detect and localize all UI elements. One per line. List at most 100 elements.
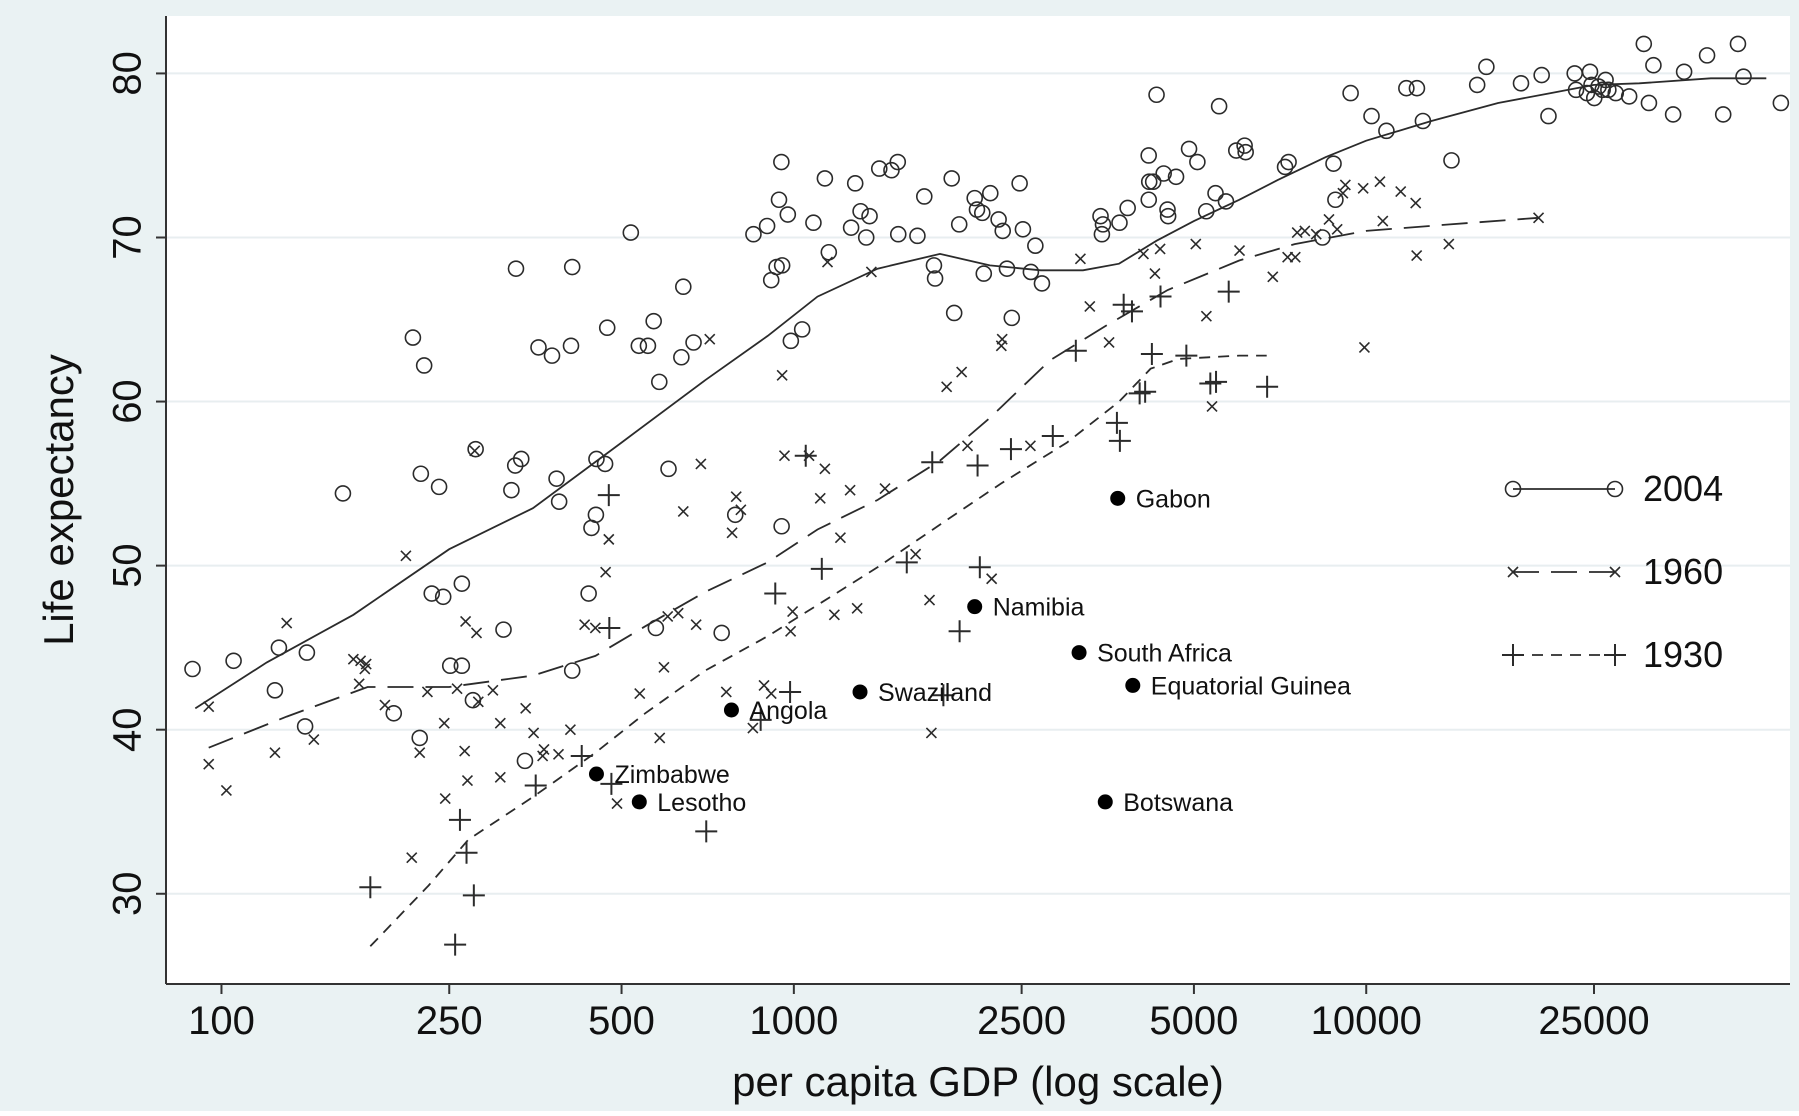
legend-marker-1960-end	[1609, 566, 1621, 578]
point-2004-1	[225, 652, 242, 670]
x-axis-ticks: 100 250 500 1000 2500 5000 10000 25000	[188, 984, 1650, 1043]
point-1960-107	[1532, 212, 1545, 224]
point-2004-42	[645, 312, 662, 330]
point-1960-24	[472, 696, 484, 708]
point-2004-11	[415, 357, 433, 374]
point-2004-39	[622, 224, 640, 241]
annotation-label-lesotho: Lesotho	[657, 789, 746, 817]
point-1960-23	[469, 445, 481, 457]
annotation-label-zimbabwe: Zimbabwe	[614, 761, 729, 789]
point-1960-84	[1154, 243, 1166, 255]
point-1930-12	[764, 582, 787, 605]
point-1930-28	[1120, 300, 1143, 323]
y-tick-label-80: 80	[106, 51, 150, 96]
point-2004-59	[779, 206, 797, 223]
point-1930-34	[1199, 372, 1222, 395]
point-2004-94	[1033, 275, 1051, 292]
point-2004-72	[889, 153, 907, 171]
point-1960-75	[986, 573, 998, 585]
series-1930-points	[359, 280, 1279, 956]
point-2004-96	[1093, 225, 1111, 243]
point-1960-8	[355, 655, 367, 667]
point-2004-103	[1144, 173, 1162, 191]
point-2004-130	[1468, 76, 1486, 94]
y-axis-ticks: 30 40 50 60 70 80	[106, 51, 166, 916]
point-1930-0	[359, 876, 382, 899]
point-1960-41	[658, 661, 670, 673]
point-1930-13	[779, 680, 802, 703]
annotation-point-namibia	[967, 599, 983, 615]
point-2004-109	[1180, 140, 1198, 158]
point-2004-46	[673, 348, 690, 366]
point-1960-79	[1074, 253, 1086, 265]
point-2004-47	[674, 278, 692, 296]
point-2004-52	[758, 217, 776, 235]
point-2004-132	[1512, 74, 1530, 92]
point-2004-149	[1645, 56, 1662, 74]
annotation-label-equatorial-guinea: Equatorial Guinea	[1151, 672, 1351, 700]
point-2004-113	[1210, 97, 1228, 115]
point-1960-39	[634, 688, 646, 700]
point-2004-99	[1119, 199, 1136, 217]
point-1930-5	[524, 774, 547, 797]
point-2004-3	[270, 639, 288, 656]
point-2004-60	[782, 332, 800, 350]
point-2004-152	[1698, 47, 1716, 64]
country-annotations: Gabon Namibia South Africa Equatorial Guine…	[588, 485, 1351, 817]
legend-marker-1960-start	[1507, 566, 1519, 578]
point-1960-55	[776, 369, 788, 381]
point-1930-1	[444, 933, 467, 956]
point-2004-75	[915, 188, 933, 205]
point-2004-74	[909, 227, 926, 245]
point-1960-57	[785, 625, 797, 637]
point-1960-47	[704, 333, 716, 345]
point-2004-33	[580, 585, 597, 602]
point-2004-131	[1478, 58, 1495, 76]
point-2004-102	[1140, 173, 1158, 191]
point-1930-8	[598, 616, 621, 639]
y-tick-label-30: 30	[106, 872, 150, 917]
point-2004-62	[805, 214, 822, 232]
point-2004-127	[1408, 79, 1426, 97]
point-1930-18	[932, 684, 955, 707]
point-2004-80	[950, 216, 968, 233]
point-2004-6	[334, 485, 352, 502]
point-2004-117	[1237, 143, 1254, 161]
point-2004-150	[1664, 106, 1682, 123]
point-2004-12	[423, 585, 441, 602]
point-2004-122	[1327, 191, 1344, 209]
point-2004-90	[1011, 175, 1028, 192]
point-1930-2	[448, 808, 471, 831]
annotation-label-south-africa: South Africa	[1097, 640, 1232, 668]
point-1960-77	[996, 333, 1008, 345]
point-1960-14	[414, 747, 426, 759]
point-1960-11	[379, 699, 391, 711]
point-1930-17	[921, 451, 944, 474]
point-2004-93	[1027, 237, 1044, 254]
point-1930-11	[749, 708, 772, 731]
point-2004-138	[1581, 63, 1599, 81]
point-2004-129	[1443, 152, 1460, 169]
y-axis-title: Life expectancy	[35, 354, 82, 646]
point-1930-33	[1175, 344, 1198, 367]
point-2004-27	[543, 347, 561, 364]
y-tick-label-50: 50	[106, 543, 150, 588]
point-1930-37	[1256, 375, 1279, 398]
point-1960-20	[460, 615, 472, 627]
point-2004-49	[713, 624, 730, 642]
point-1960-50	[730, 491, 742, 503]
point-1960-19	[459, 745, 471, 757]
point-1960-66	[851, 602, 863, 614]
point-2004-68	[857, 229, 875, 246]
legend-marker-1930-start	[1502, 644, 1524, 666]
point-1960-82	[1137, 248, 1150, 260]
point-2004-14	[434, 588, 452, 606]
point-2004-67	[852, 202, 869, 220]
point-2004-48	[685, 334, 702, 351]
point-1930-20	[966, 454, 989, 477]
point-1930-23	[1041, 425, 1064, 448]
point-1960-94	[1310, 228, 1322, 240]
point-1960-71	[925, 727, 937, 739]
point-2004-65	[842, 219, 860, 236]
point-2004-45	[660, 460, 677, 478]
